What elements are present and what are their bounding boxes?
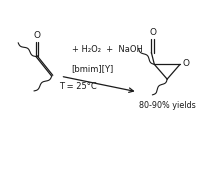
Text: O: O (149, 28, 156, 37)
Text: + H₂O₂  +  NaOH: + H₂O₂ + NaOH (73, 45, 143, 54)
Text: O: O (183, 59, 190, 68)
Text: 80-90% yields: 80-90% yields (139, 101, 196, 110)
Text: [bmim][Y]: [bmim][Y] (71, 64, 113, 73)
Text: T = 25°C: T = 25°C (59, 82, 96, 91)
Text: O: O (34, 31, 41, 40)
